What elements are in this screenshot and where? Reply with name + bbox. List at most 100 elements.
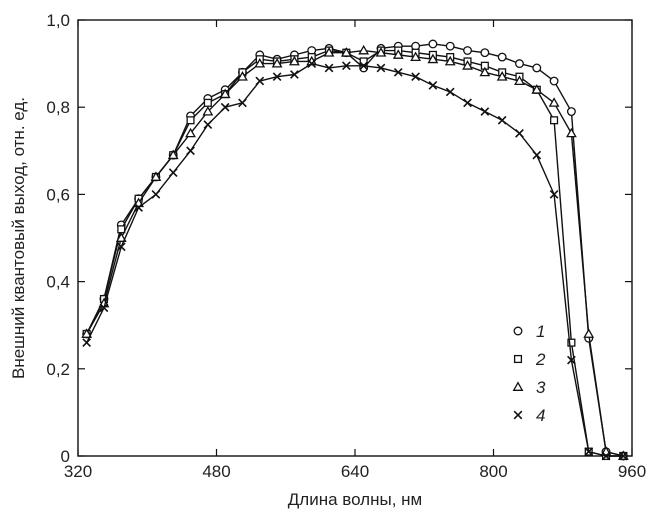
series-3-point xyxy=(462,60,473,70)
series-4-point xyxy=(168,168,178,177)
series-4-point xyxy=(445,87,455,97)
x-axis-title: Длина волны, нм xyxy=(288,490,422,509)
series-3-point xyxy=(531,84,543,94)
x-tick-label: 800 xyxy=(479,462,507,481)
series-3-point xyxy=(202,105,214,116)
series-3-point xyxy=(444,55,456,66)
series-4-point xyxy=(255,76,265,86)
series-3-point xyxy=(115,232,127,242)
series-4-point xyxy=(307,59,317,68)
series-3-point xyxy=(514,75,525,85)
series-4-point xyxy=(584,447,594,457)
series-4-point xyxy=(463,98,472,108)
series-4-point xyxy=(567,355,576,365)
x-tick-label: 640 xyxy=(341,462,369,481)
series-4-point xyxy=(376,63,386,73)
series-3-point xyxy=(288,55,300,66)
series-4-point xyxy=(515,128,524,138)
series-1-point xyxy=(497,52,507,62)
series-3-point xyxy=(583,328,595,338)
series-2-point xyxy=(550,116,559,125)
series-4-point xyxy=(601,451,611,461)
series-4-point xyxy=(203,120,213,130)
series-4-point xyxy=(393,67,403,77)
series-3-point xyxy=(323,47,335,57)
y-axis-title: Внешний квантовый выход, отн. ед. xyxy=(9,97,28,379)
series-4-point xyxy=(238,98,247,108)
series-2-point xyxy=(567,338,576,347)
series-4-point xyxy=(220,102,230,112)
series-3-point xyxy=(167,149,179,160)
legend-marker-1 xyxy=(513,326,523,336)
legend-marker-2 xyxy=(513,354,523,364)
series-4-point xyxy=(618,451,628,461)
series-3-point xyxy=(358,44,370,55)
series-1-point xyxy=(463,46,472,55)
series-1-point xyxy=(566,107,576,117)
series-3-point xyxy=(548,97,560,107)
legend-marker-4 xyxy=(513,410,523,420)
series-3-point xyxy=(237,71,248,81)
series-1-point xyxy=(532,63,542,73)
series-4-point xyxy=(151,190,161,199)
series-1-point xyxy=(445,41,455,51)
series-4-point xyxy=(272,72,282,82)
series-line-3 xyxy=(86,49,624,457)
series-4-point xyxy=(99,303,109,313)
legend-label-1: 1 xyxy=(536,322,545,341)
series-3-point xyxy=(254,57,266,68)
series-3-point xyxy=(392,49,404,59)
y-tick-label: 0,6 xyxy=(46,185,70,204)
series-4-point xyxy=(480,107,490,116)
series-1-point xyxy=(515,59,524,69)
series-1-point xyxy=(549,76,559,86)
y-tick-label: 0,8 xyxy=(46,98,70,117)
x-tick-label: 320 xyxy=(64,462,92,481)
series-4-point xyxy=(186,146,195,156)
legend-label-2: 2 xyxy=(535,350,546,369)
series-3-point xyxy=(375,47,387,57)
series-4-point xyxy=(532,150,542,160)
legend-label-4: 4 xyxy=(536,406,545,425)
series-3-point xyxy=(81,328,93,338)
series-3-point xyxy=(565,127,577,138)
y-tick-label: 1,0 xyxy=(46,11,70,30)
y-tick-label: 0,4 xyxy=(46,273,70,292)
x-tick-label: 960 xyxy=(618,462,646,481)
series-3-point xyxy=(410,51,422,62)
series-1-point xyxy=(428,39,438,49)
series-4-point xyxy=(497,115,507,125)
series-2-point xyxy=(186,116,195,125)
series-1-point xyxy=(480,48,490,58)
series-2-point xyxy=(203,98,212,107)
series-4-point xyxy=(341,61,351,71)
series-4-point xyxy=(359,61,369,71)
legend: 1 2 3 4 xyxy=(512,322,546,425)
series-3-point xyxy=(219,88,231,99)
series-3-point xyxy=(496,71,508,81)
series-3-point xyxy=(340,47,352,57)
series-3-point xyxy=(271,57,283,68)
y-tick-label: 0,2 xyxy=(46,360,70,379)
ticks-layer: 320 480 640 800 960 0 0,2 0,4 0,6 0,8 1,0 xyxy=(46,11,646,481)
y-tick-label: 0 xyxy=(61,447,70,466)
plot-frame xyxy=(77,19,633,457)
series-4-point xyxy=(324,63,334,73)
series-4-point xyxy=(549,190,559,199)
series-3-point xyxy=(150,171,162,181)
series-4-point xyxy=(82,338,92,348)
series-4-point xyxy=(411,72,420,82)
series-4-point xyxy=(134,203,143,212)
series-4-point xyxy=(116,242,126,252)
series-4-point xyxy=(290,70,299,79)
legend-marker-3 xyxy=(512,381,524,391)
series-layer xyxy=(81,39,629,461)
series-3-point xyxy=(479,66,491,77)
series-3-point xyxy=(185,127,196,138)
series-4-point xyxy=(428,81,438,90)
legend-label-3: 3 xyxy=(536,378,546,397)
series-3-point xyxy=(427,53,439,64)
series-line-4 xyxy=(86,62,624,457)
x-tick-label: 480 xyxy=(202,462,230,481)
